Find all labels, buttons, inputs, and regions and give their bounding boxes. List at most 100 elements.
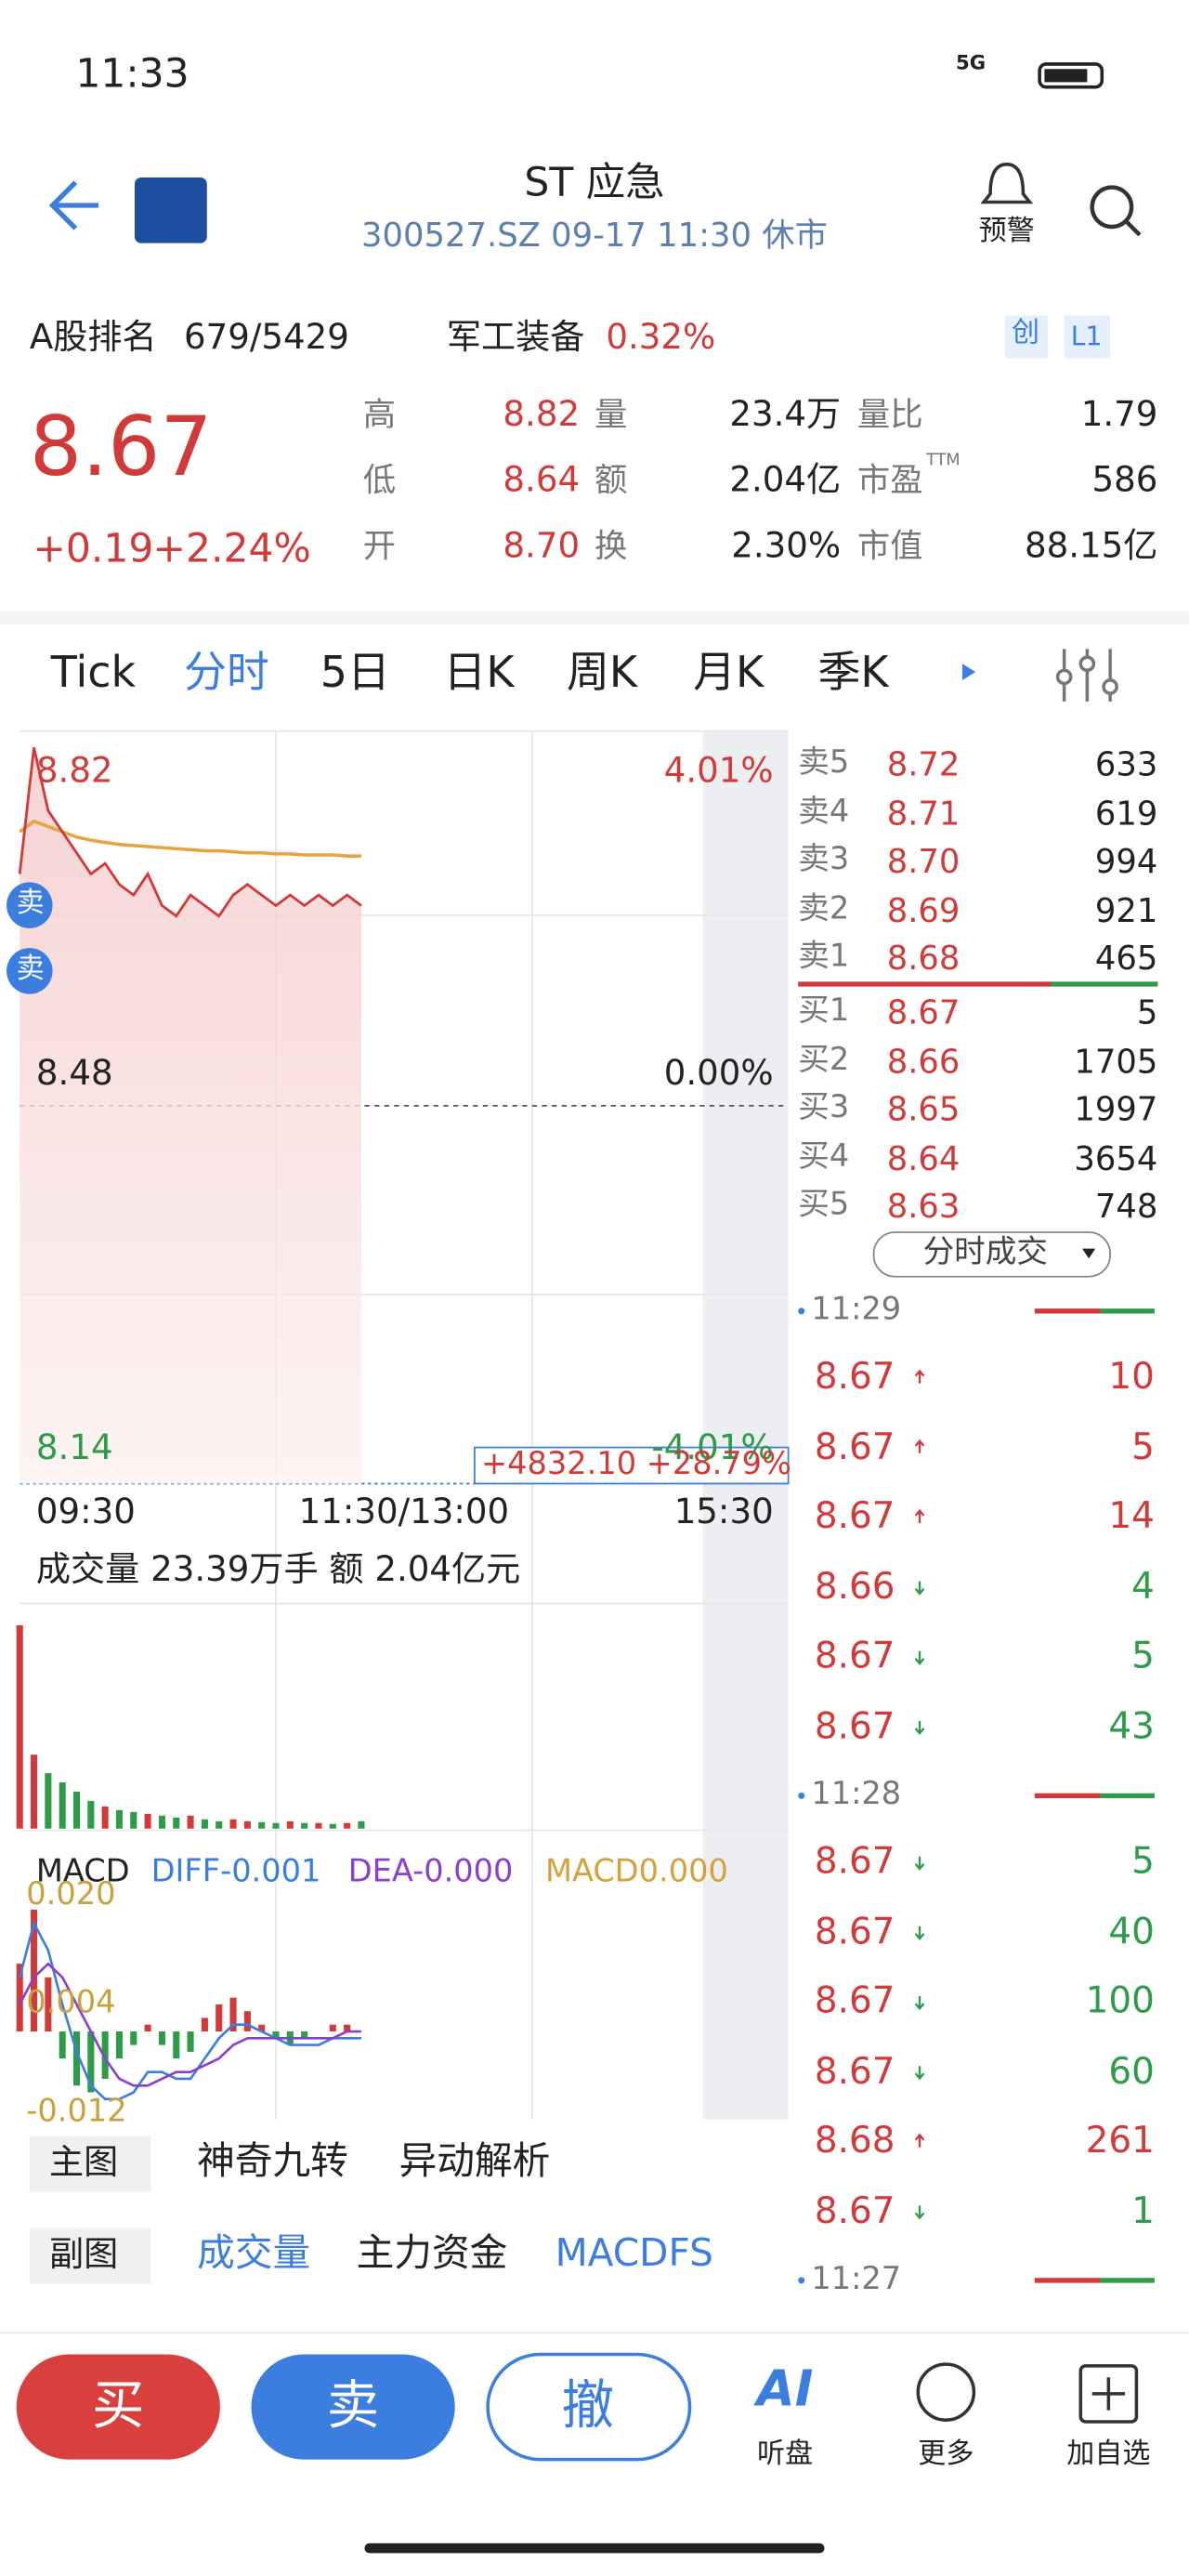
indicator-item[interactable]: MACDFS bbox=[555, 2232, 713, 2276]
trade-price: 8.67 bbox=[814, 2051, 895, 2093]
buy-label[interactable]: 买 bbox=[91, 2373, 145, 2437]
macd-label: DEA-0.000 bbox=[347, 1853, 514, 1890]
more-label[interactable]: 更多 bbox=[918, 2438, 974, 2472]
trade-dropdown[interactable] bbox=[872, 1231, 1112, 1278]
trade-marker bbox=[7, 882, 53, 928]
down-arrow bbox=[914, 1856, 925, 1871]
tab[interactable]: 分时 bbox=[184, 649, 269, 699]
stat-value: 586 bbox=[1091, 460, 1158, 500]
bell-icon[interactable] bbox=[980, 163, 1034, 204]
volume-bar bbox=[101, 1806, 109, 1829]
volume-bar bbox=[286, 1820, 294, 1829]
book-label: 卖5 bbox=[798, 743, 850, 781]
book-volume: 465 bbox=[1094, 938, 1158, 978]
sell-button[interactable] bbox=[251, 2354, 455, 2460]
macd-bar bbox=[158, 2031, 165, 2045]
indicator-item[interactable]: 主力资金 bbox=[356, 2232, 508, 2276]
stat-label: 开 bbox=[362, 525, 397, 566]
trade-title[interactable]: 分时成交 bbox=[922, 1233, 1048, 1270]
tab[interactable]: 月K bbox=[693, 649, 764, 699]
book-label: 卖2 bbox=[798, 889, 850, 927]
dea-line bbox=[19, 1962, 361, 2087]
book-volume: 748 bbox=[1094, 1186, 1158, 1226]
up-arrow bbox=[914, 1439, 925, 1453]
sell-label[interactable]: 卖 bbox=[326, 2373, 380, 2437]
stock-subtitle: 300527.SZ 09-17 11:30 休市 bbox=[361, 215, 828, 256]
volume-summary: 成交量 23.39万手 额 2.04亿元 bbox=[35, 1549, 521, 1589]
tag: 创 bbox=[1012, 317, 1040, 350]
add-icon[interactable] bbox=[1078, 2364, 1139, 2424]
marker-label[interactable]: 卖 bbox=[16, 887, 45, 921]
volume-bar bbox=[87, 1800, 95, 1829]
tab[interactable]: 日K bbox=[443, 649, 515, 699]
tab[interactable]: 5日 bbox=[320, 649, 390, 699]
volume-bar bbox=[45, 1773, 52, 1829]
trade-marker bbox=[7, 948, 53, 994]
cancel-button[interactable] bbox=[486, 2352, 692, 2462]
add-label[interactable]: 加自选 bbox=[1066, 2438, 1151, 2472]
book-label: 买5 bbox=[798, 1186, 850, 1223]
trade-time: 11:28 bbox=[811, 1776, 902, 1813]
book-label: 卖4 bbox=[798, 793, 850, 829]
trade-volume: 60 bbox=[1108, 2051, 1155, 2093]
tag-bg bbox=[29, 2136, 151, 2192]
book-price: 8.69 bbox=[886, 889, 960, 929]
volume-bar bbox=[187, 1815, 194, 1829]
down-arrow bbox=[914, 2066, 925, 2081]
book-price: 8.71 bbox=[886, 793, 960, 833]
macd-label: MACD bbox=[35, 1853, 130, 1890]
buy-button[interactable] bbox=[16, 2354, 220, 2460]
more-icon[interactable] bbox=[916, 2362, 976, 2422]
search-icon[interactable] bbox=[1090, 185, 1134, 230]
tab[interactable]: Tick bbox=[50, 649, 137, 699]
stat-label: 市值 bbox=[856, 525, 923, 566]
macd-tick-label: 0.020 bbox=[26, 1876, 116, 1913]
after-hours-band bbox=[702, 730, 789, 2120]
indicator-item[interactable]: 成交量 bbox=[197, 2232, 311, 2276]
stat-value: 8.70 bbox=[503, 525, 581, 566]
alert-label[interactable]: 预警 bbox=[978, 215, 1035, 248]
down-arrow bbox=[914, 2205, 925, 2220]
cancel-label[interactable]: 撤 bbox=[561, 2373, 615, 2437]
listen-label[interactable]: 听盘 bbox=[757, 2438, 814, 2472]
trade-price: 8.68 bbox=[814, 2121, 895, 2162]
add-icon bbox=[1091, 2377, 1126, 2411]
stat-sup: TTM bbox=[926, 452, 960, 470]
macd-bar bbox=[243, 2011, 251, 2032]
settings-icon[interactable] bbox=[1055, 649, 1118, 702]
tab-more[interactable] bbox=[962, 664, 976, 680]
marker-label[interactable]: 卖 bbox=[16, 953, 45, 986]
rank-value[interactable]: 679/5429 bbox=[184, 317, 349, 357]
trade-price: 8.67 bbox=[814, 1357, 895, 1399]
book-label: 卖1 bbox=[798, 938, 850, 975]
indicator-item[interactable]: 异动解析 bbox=[399, 2140, 551, 2184]
x-tick-label: 09:30 bbox=[35, 1492, 136, 1531]
trade-price: 8.67 bbox=[814, 1912, 895, 1953]
tab[interactable]: 周K bbox=[566, 649, 638, 699]
avg-line bbox=[19, 819, 361, 858]
search-icon bbox=[1125, 220, 1142, 237]
stat-label: 高 bbox=[362, 394, 397, 434]
trade-volume: 5 bbox=[1131, 1636, 1155, 1678]
ai-icon[interactable]: AI bbox=[756, 2360, 814, 2419]
badge-text: +4832.10 +28.79% bbox=[481, 1445, 791, 1482]
tab[interactable]: 季K bbox=[817, 649, 889, 699]
trade-volume: 1 bbox=[1131, 2190, 1155, 2232]
indicator-label: 主图 bbox=[49, 2142, 119, 2182]
indicator-item[interactable]: 神奇九转 bbox=[197, 2140, 348, 2184]
trade-time: 11:27 bbox=[811, 2260, 902, 2297]
trade-volume: 100 bbox=[1085, 1981, 1155, 2023]
book-volume: 994 bbox=[1094, 841, 1158, 881]
sector[interactable]: 军工装备 bbox=[446, 317, 585, 357]
up-arrow bbox=[914, 1369, 925, 1384]
book-price: 8.66 bbox=[886, 1041, 960, 1081]
book-price: 8.67 bbox=[886, 992, 960, 1032]
volume-bar bbox=[173, 1817, 180, 1829]
volume-bar bbox=[158, 1815, 165, 1829]
home-indicator bbox=[364, 2543, 825, 2554]
macd-bar bbox=[216, 2004, 223, 2032]
back-icon[interactable] bbox=[48, 180, 99, 230]
trade-price: 8.67 bbox=[814, 1496, 895, 1538]
book-volume: 619 bbox=[1094, 793, 1158, 833]
